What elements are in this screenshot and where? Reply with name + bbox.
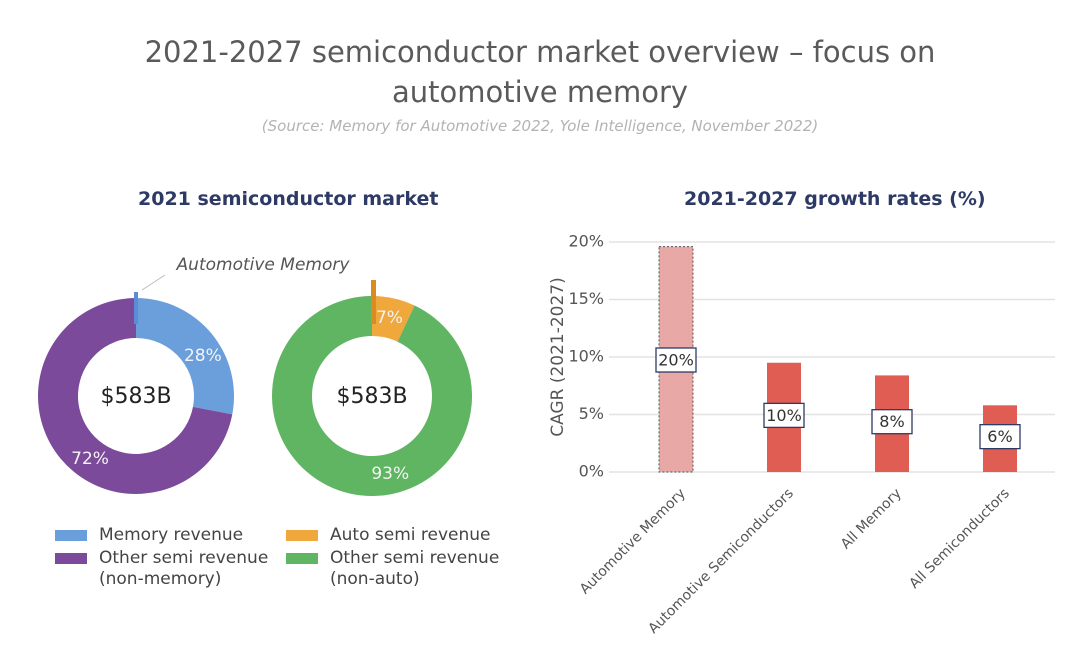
value-label: 20% [658, 351, 694, 370]
donut-center-label: $583B [100, 384, 171, 409]
bar-chart-growth: 0% 5% 10% 15% 20% CAGR (2021-2027) 20% Automoti… [548, 232, 1055, 637]
y-tick-label: 20% [568, 232, 604, 251]
legend-swatch-other-nonauto [286, 553, 318, 564]
legend-swatch-auto [286, 530, 318, 541]
legend-label-memory: Memory revenue [99, 525, 244, 545]
value-label-box [979, 423, 1021, 450]
legend-swatch-memory [55, 530, 87, 541]
right-panel-title: 2021-2027 growth rates (%) [684, 188, 986, 210]
legend-label-other-nonmemory-sub: (non-memory) [99, 569, 222, 589]
slice-label: 28% [184, 346, 222, 366]
left-panel-title: 2021 semiconductor market [138, 188, 439, 210]
x-tick-label: Automotive Memory [577, 486, 689, 598]
value-label-box [871, 409, 913, 435]
y-tick-label: 15% [568, 289, 604, 308]
donut-chart-memory: 28% 72% $583B Automotive Memory [37, 255, 351, 495]
legend-label-other-nonauto-sub: (non-auto) [330, 569, 420, 589]
x-tick-label: All Memory [838, 486, 905, 553]
value-label-box [763, 402, 805, 429]
y-tick-label: 10% [568, 347, 604, 366]
y-tick-label: 5% [579, 404, 604, 423]
value-label-box [655, 347, 697, 373]
legend-label-other-nonauto: Other semi revenue [330, 548, 500, 568]
title-line-1: 2021-2027 semiconductor market overview … [144, 35, 936, 69]
slice-label: 72% [71, 449, 109, 469]
donut-slice [136, 298, 234, 415]
automotive-memory-marker [134, 292, 138, 324]
source-note: (Source: Memory for Automotive 2022, Yol… [261, 117, 819, 135]
slice-label: 93% [371, 464, 409, 484]
value-label: 10% [766, 406, 802, 425]
y-axis-label: CAGR (2021-2027) [548, 277, 568, 437]
value-label: 6% [987, 427, 1012, 446]
donut-chart-auto: 7% 93% $583B [271, 280, 472, 496]
legend-label-auto: Auto semi revenue [330, 525, 491, 545]
donut-center-label: $583B [336, 384, 407, 409]
page-title: 2021-2027 semiconductor market overview … [0, 32, 1080, 112]
annotation-line [141, 274, 166, 291]
legend-label-other-nonmemory: Other semi revenue [99, 548, 269, 568]
donut-slice [372, 296, 415, 342]
annotation-automotive-memory: Automotive Memory [176, 255, 351, 275]
legend-swatch-other-nonmemory [55, 553, 87, 564]
donut-slice [271, 296, 472, 496]
title-line-2: automotive memory [391, 75, 689, 109]
x-tick-label: All Semiconductors [906, 486, 1012, 592]
value-label: 8% [879, 412, 904, 431]
auto-memory-marker [371, 280, 376, 324]
donut-slice [37, 298, 233, 495]
slice-label: 7% [376, 308, 403, 328]
y-tick-label: 0% [579, 462, 604, 481]
